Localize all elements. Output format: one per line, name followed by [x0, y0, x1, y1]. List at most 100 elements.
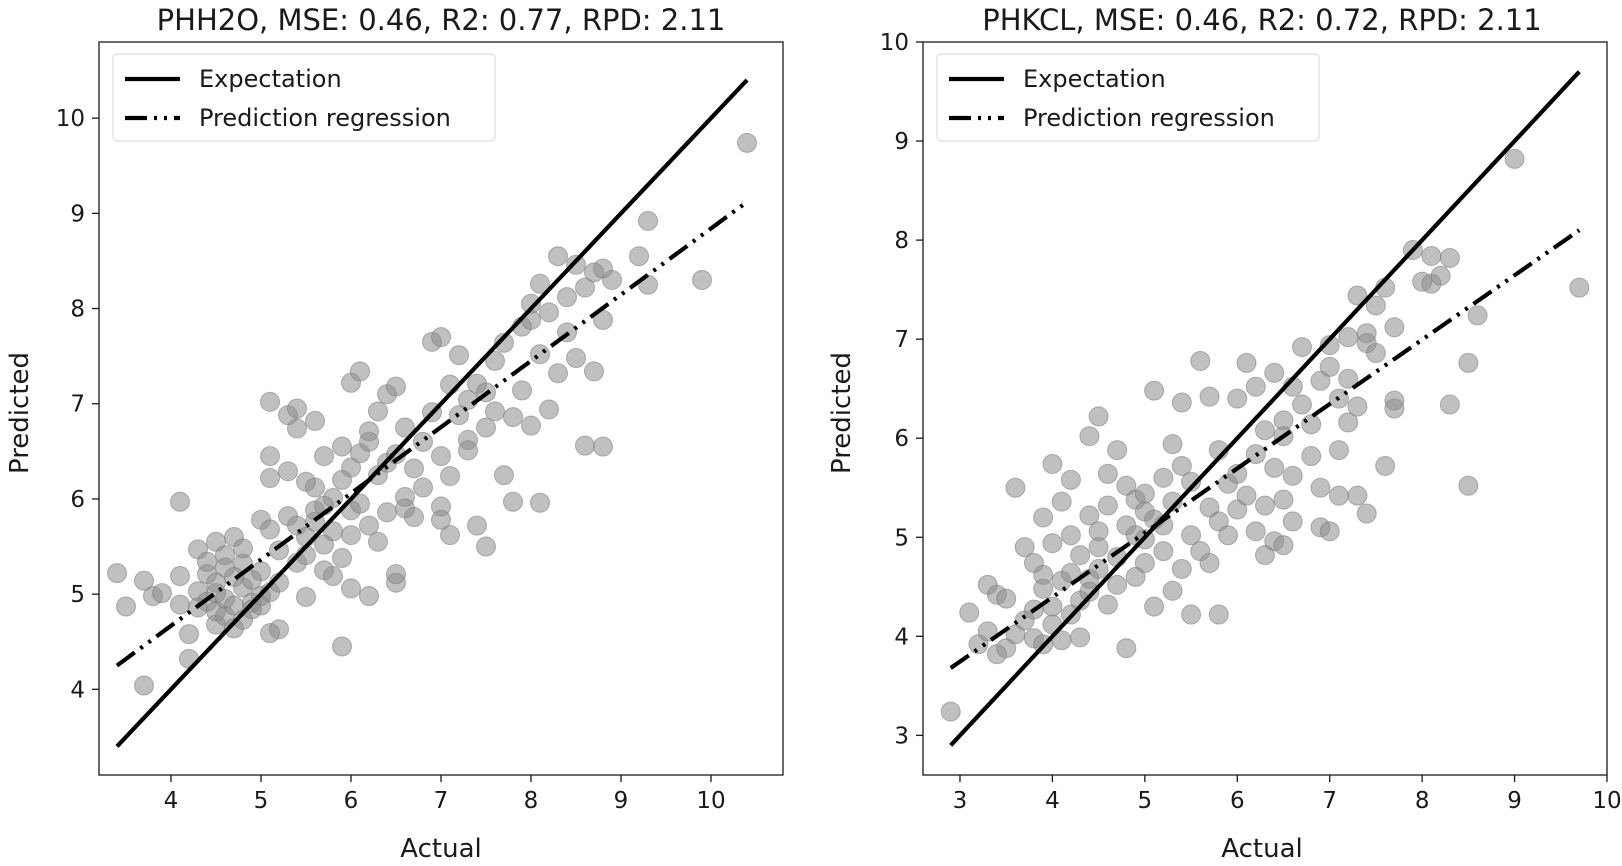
- scatter-point: [539, 399, 559, 420]
- scatter-point: [1107, 440, 1128, 461]
- scatter-point: [269, 619, 289, 640]
- scatter-point: [215, 545, 235, 566]
- scatter-point: [1430, 265, 1451, 286]
- chart-title: PHH2O, MSE: 0.46, R2: 0.77, RPD: 2.11: [157, 3, 726, 37]
- scatter-point: [1301, 446, 1322, 467]
- x-tick-label: 10: [696, 788, 725, 814]
- scatter-point: [1088, 558, 1109, 579]
- scatter-point: [377, 502, 397, 523]
- scatter-point: [269, 540, 289, 561]
- legend-frame: [936, 53, 1320, 142]
- scatter-point: [323, 487, 343, 508]
- scatter-point: [494, 332, 514, 353]
- scatter-point: [152, 583, 172, 604]
- legend: Expectation Prediction regression: [112, 53, 496, 142]
- scatter-point: [350, 361, 370, 382]
- scatter-point: [134, 675, 154, 696]
- scatter-point: [1171, 392, 1192, 413]
- scatter-point: [1291, 337, 1312, 358]
- scatter-point: [1356, 503, 1377, 524]
- y-tick-label: 8: [894, 228, 909, 254]
- scatter-point: [1134, 553, 1155, 574]
- x-tick-label: 9: [614, 788, 629, 814]
- scatter-point: [1458, 475, 1479, 496]
- scatter-point: [1384, 398, 1405, 419]
- scatter-point: [512, 380, 532, 401]
- legend-frame: [112, 53, 496, 142]
- scatter-point: [1134, 483, 1155, 504]
- scatter-point: [1384, 317, 1405, 338]
- y-tick-label: 9: [70, 201, 85, 227]
- legend-regression-label: Prediction regression: [1023, 104, 1275, 132]
- scatter-point: [1328, 440, 1349, 461]
- scatter-point: [1107, 574, 1128, 595]
- scatter-point: [1208, 511, 1229, 532]
- scatter-point: [1051, 491, 1072, 512]
- scatter-point: [260, 467, 280, 488]
- scatter-point: [1227, 499, 1248, 520]
- scatter-point: [548, 246, 568, 267]
- scatter-point: [359, 586, 379, 607]
- y-tick-label: 7: [70, 392, 85, 418]
- y-tick-label: 6: [70, 487, 85, 513]
- x-axis-label: Actual: [400, 834, 481, 864]
- scatter-point: [386, 376, 406, 397]
- scatter-point: [170, 594, 190, 615]
- scatter-point: [530, 344, 550, 365]
- x-tick-label: 6: [1230, 788, 1245, 814]
- scatter-point: [440, 525, 460, 546]
- x-axis-label: Actual: [1221, 834, 1302, 864]
- x-tick-label: 5: [254, 788, 269, 814]
- scatter-point: [1079, 581, 1100, 602]
- scatter-point: [476, 536, 496, 557]
- scatter-panel-phkcl: PHKCL, MSE: 0.46, R2: 0.72, RPD: 2.11 Pr…: [827, 3, 1622, 864]
- scatter-point: [1458, 352, 1479, 373]
- scatter-point: [1190, 350, 1211, 371]
- scatter-point: [170, 491, 190, 512]
- scatter-point: [404, 458, 424, 479]
- legend-expectation-label: Expectation: [1023, 65, 1166, 93]
- scatter-point: [305, 477, 325, 498]
- scatter-point: [539, 302, 559, 323]
- scatter-point: [1245, 521, 1266, 542]
- scatter-point: [1162, 434, 1183, 455]
- scatter-point: [593, 436, 613, 457]
- plot-area: [940, 70, 1590, 747]
- scatter-point: [1218, 525, 1239, 546]
- x-tick-label: 4: [164, 788, 179, 814]
- scatter-point: [1273, 489, 1294, 510]
- scatter-point: [1264, 362, 1285, 383]
- scatter-point: [1319, 521, 1340, 542]
- scatter-point: [251, 561, 271, 582]
- scatter-point: [1310, 370, 1331, 391]
- scatter-point: [1273, 535, 1294, 556]
- scatter-point: [1439, 394, 1460, 415]
- scatter-point: [260, 446, 280, 467]
- scatter-point: [368, 401, 388, 422]
- scatter-point: [278, 461, 298, 482]
- scatter-point: [503, 407, 523, 428]
- scatter-point: [1097, 463, 1118, 484]
- scatter-point: [314, 446, 334, 467]
- scatter-point: [305, 410, 325, 431]
- scatter-point: [1282, 511, 1303, 532]
- scatter-point: [332, 547, 352, 568]
- scatter-point: [341, 578, 361, 599]
- scatter-point: [1439, 247, 1460, 268]
- scatter-point: [1162, 580, 1183, 601]
- scatter-point: [1310, 477, 1331, 498]
- scatter-point: [1282, 465, 1303, 486]
- scatter-point: [1060, 525, 1081, 546]
- axis-ticks: 4 5 6 7 8 9 10 4 5 6 7 8 9 10: [56, 106, 726, 814]
- scatter-point: [395, 417, 415, 438]
- y-tick-label: 5: [894, 525, 909, 551]
- y-tick-label: 5: [70, 582, 85, 608]
- x-tick-label: 9: [1507, 788, 1522, 814]
- y-tick-label: 7: [894, 327, 909, 353]
- scatter-point: [1171, 455, 1192, 476]
- scatter-point: [1467, 305, 1488, 326]
- scatter-point: [1116, 638, 1137, 659]
- scatter-point: [1088, 406, 1109, 427]
- scatter-point: [359, 421, 379, 442]
